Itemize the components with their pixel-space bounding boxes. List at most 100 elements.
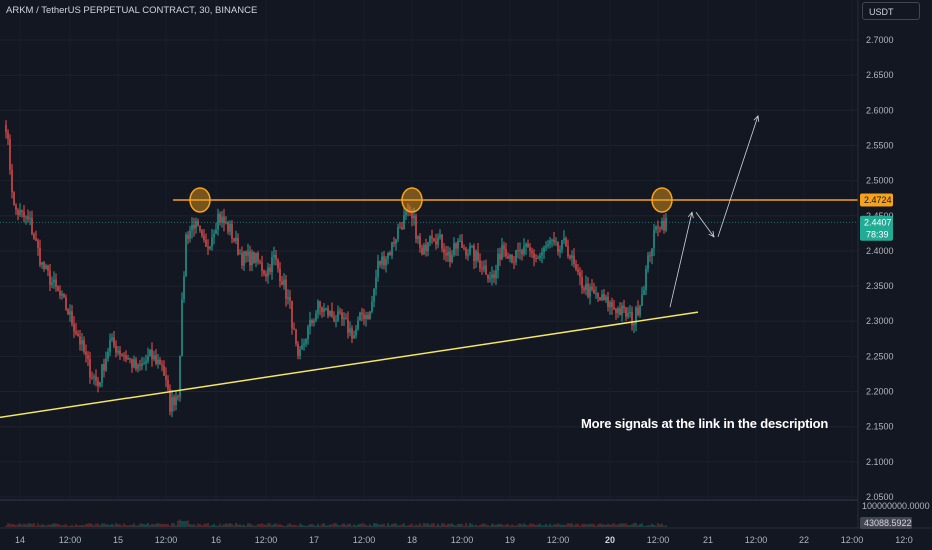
projection-arrow[interactable] [717, 115, 759, 237]
volume-bar [251, 524, 253, 527]
volume-bar [585, 524, 587, 527]
candle-body [15, 205, 17, 210]
candle-body [495, 270, 497, 279]
volume-bar [619, 523, 621, 527]
candle-body [483, 265, 485, 270]
candle-body [471, 245, 473, 247]
volume-bar [47, 524, 49, 527]
volume-bar [119, 524, 121, 527]
candle-body [453, 243, 455, 256]
volume-bar [151, 523, 153, 527]
volume-bar [61, 525, 63, 527]
volume-bar [63, 524, 65, 527]
volume-bar [483, 523, 485, 527]
candle-body [205, 239, 207, 247]
countdown-text: 78:39 [866, 229, 889, 239]
candle-body [153, 355, 155, 360]
volume-bar [313, 525, 315, 527]
x-tick-label: 15 [113, 535, 123, 545]
projection-arrow[interactable] [695, 212, 715, 238]
candle-body [579, 272, 581, 277]
candle-body [185, 234, 187, 277]
candle-body [137, 364, 139, 369]
candle-body [631, 311, 633, 326]
volume-bar [291, 524, 293, 527]
candle-body [203, 235, 205, 240]
candle-body [639, 305, 641, 315]
y-tick-label: 2.7000 [866, 35, 894, 45]
volume-bar [383, 523, 385, 527]
candle-body [657, 226, 659, 228]
volume-bar [145, 524, 147, 527]
volume-bar [347, 523, 349, 527]
candle-body [183, 276, 185, 300]
volume-bar [183, 521, 185, 527]
candle-body [555, 241, 557, 243]
volume-bar [117, 524, 119, 527]
volume-bar [477, 525, 479, 527]
candle-body [97, 380, 99, 386]
current-price-tag [860, 215, 893, 241]
touch-circle[interactable] [651, 187, 673, 213]
support-trend-line[interactable] [0, 311, 699, 419]
volume-bar [173, 523, 175, 527]
volume-bar [67, 525, 69, 527]
volume-bar [661, 523, 663, 527]
candle-body [619, 308, 621, 315]
volume-bar [541, 525, 543, 527]
candle-body [161, 364, 163, 367]
volume-bar [373, 523, 375, 527]
candle-body [385, 258, 387, 266]
candle-body [223, 216, 225, 223]
candle-body [645, 269, 647, 290]
volume-bar [457, 523, 459, 527]
volume-bar [521, 524, 523, 527]
volume-bar [507, 524, 509, 527]
touch-circle[interactable] [401, 187, 423, 213]
candle-body [343, 317, 345, 320]
volume-bar [475, 524, 477, 527]
candle-body [135, 359, 137, 369]
candle-body [625, 308, 627, 317]
volume-bar [575, 523, 577, 527]
candle-body [275, 254, 277, 260]
volume-bar [21, 524, 23, 527]
price-tags: 2.4724 2.4407 78:39 100000000.0000 43088.592… [860, 193, 930, 529]
candle-body [25, 216, 27, 218]
candle-body [117, 350, 119, 353]
volume-bar [587, 524, 589, 527]
projection-arrow[interactable] [669, 212, 693, 308]
candle-body [93, 376, 95, 378]
volume-bar [623, 523, 625, 527]
candle-body [523, 246, 525, 255]
volume-bar [577, 523, 579, 527]
candle-body [541, 252, 543, 256]
candle-body [553, 239, 555, 243]
touch-circle[interactable] [189, 187, 211, 213]
candle-body [325, 308, 327, 310]
candle-body [157, 359, 159, 364]
volume-bar [295, 524, 297, 527]
candle-body [35, 238, 37, 241]
candle-body [609, 301, 611, 308]
volume-bar [549, 523, 551, 527]
candle-body [399, 227, 401, 229]
currency-selector[interactable]: USDT [862, 2, 920, 20]
volume-bar [253, 525, 255, 527]
volume-bar [415, 524, 417, 527]
candle-body [543, 247, 545, 253]
candle-body [257, 253, 259, 262]
candle-body [643, 289, 645, 295]
candle-body [67, 309, 69, 315]
volume-bar [245, 525, 247, 527]
volume-bar [209, 525, 211, 527]
volume-bars [5, 519, 667, 527]
x-tick-label: 21 [703, 535, 713, 545]
volume-bar [335, 523, 337, 527]
candle-body [111, 337, 113, 340]
volume-bar [633, 523, 635, 527]
candle-body [605, 296, 607, 301]
volume-bar [29, 523, 31, 527]
volume-bar [9, 523, 11, 527]
